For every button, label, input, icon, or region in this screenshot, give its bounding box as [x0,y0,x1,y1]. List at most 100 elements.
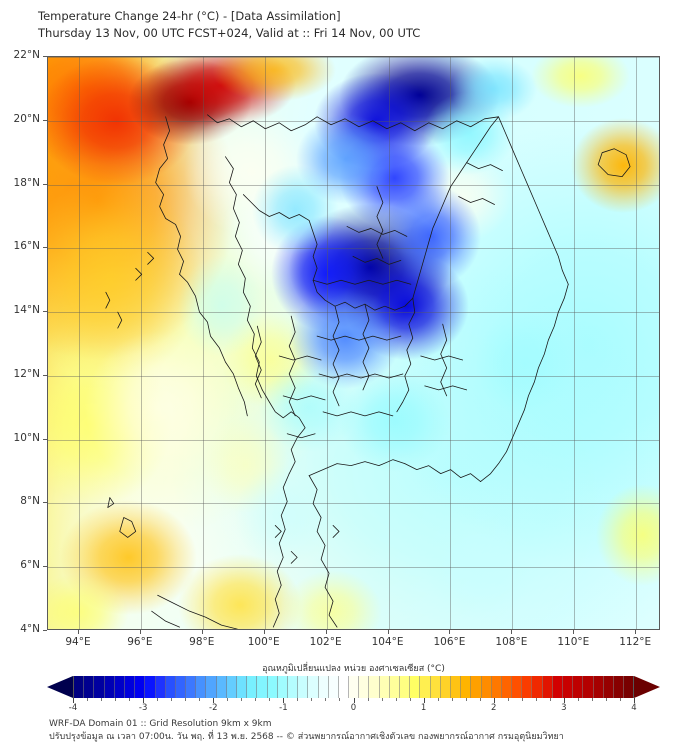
field-blob [571,117,659,214]
colorbar-minor-tick [437,698,439,701]
colorbar-major-tick [423,698,425,703]
colorbar-segment [84,676,95,698]
x-axis-tick-label: 106°E [433,636,466,648]
map-plot-area[interactable] [47,56,660,630]
colorbar-segment [613,676,625,698]
y-axis-tick-label: 10°N [13,431,40,444]
colorbar-minor-tick [339,698,341,701]
colorbar-segment [226,676,237,698]
y-axis-tick-label: 20°N [13,112,40,125]
colorbar-segments [73,676,634,698]
colorbar-segment [196,676,207,698]
colorbar-segment [440,676,451,698]
colorbar-segment [298,676,309,698]
colorbar-minor-tick [465,698,467,701]
colorbar-strip[interactable] [47,676,660,698]
colorbar-minor-tick [591,698,593,701]
colorbar-tick-label: -1 [279,703,288,713]
colorbar-segment [481,676,492,698]
colorbar-minor-tick [115,698,117,701]
y-axis-tick-label: 14°N [13,304,40,317]
colorbar-segment [175,676,187,698]
colorbar-major-tick [493,698,495,703]
x-axis-tick-label: 112°E [619,636,652,648]
colorbar-segment [389,676,400,698]
colorbar-minor-tick [381,698,383,701]
colorbar-minor-tick [171,698,173,701]
field-blob [252,165,339,255]
colorbar-minor-tick [297,698,299,701]
x-axis-tick-label: 102°E [309,636,342,648]
colorbar-segment [267,676,278,698]
colorbar-segment [491,676,502,698]
colorbar-major-tick [213,698,215,703]
colorbar[interactable]: อุณหภูมิเปลี่ยนแปลง หน่วย องศาเซลเซียส (… [47,663,660,714]
y-axis-tick-label: 12°N [13,367,40,380]
colorbar-minor-tick [269,698,271,701]
colorbar-segment [237,676,248,698]
colorbar-minor-tick [409,698,411,701]
footer-block: WRF-DA Domain 01 :: Grid Resolution 9km … [49,718,649,744]
footer-domain-info: WRF-DA Domain 01 :: Grid Resolution 9km … [49,719,272,729]
colorbar-segment [461,676,472,698]
colorbar-tick-label: -4 [68,703,78,713]
temperature-change-field [48,57,659,629]
field-blob [530,57,631,109]
x-axis-tick-label: 110°E [557,636,590,648]
colorbar-segment [308,676,319,698]
colorbar-label: อุณหภูมิเปลี่ยนแปลง หน่วย องศาเซลเซียส (… [262,664,445,674]
colorbar-major-tick [283,698,285,703]
x-axis-tick-mark [387,630,389,634]
colorbar-tick-label: 0 [350,703,357,713]
colorbar-segment [206,676,217,698]
colorbar-segment [501,676,513,698]
x-axis-tick-mark [263,630,265,634]
colorbar-segment [165,676,176,698]
colorbar-segment [328,676,339,698]
field-blob [382,184,482,287]
field-blob [283,570,383,629]
colorbar-major-tick [73,698,74,703]
colorbar-segment [94,676,105,698]
colorbar-minor-tick [367,698,369,701]
colorbar-segment [450,676,462,698]
colorbar-segment [338,676,350,698]
colorbar-segment [155,676,166,698]
colorbar-major-tick [353,698,355,703]
colorbar-segment [573,676,584,698]
colorbar-extend-high [634,676,660,698]
colorbar-segment [552,676,563,698]
colorbar-tick-label: 3 [561,703,567,713]
x-axis-tick-mark [449,630,451,634]
colorbar-segment [410,676,421,698]
y-axis-tick-label: 8°N [20,495,40,508]
colorbar-segment [379,676,390,698]
colorbar-minor-tick [521,698,523,701]
colorbar-minor-tick [507,698,509,701]
colorbar-minor-tick [129,698,131,701]
colorbar-segment [124,676,136,698]
footer-credit: ปรับปรุงข้อมูล ณ เวลา 07:00น. วัน พฤ. ที… [49,732,564,742]
colorbar-segment [349,676,360,698]
colorbar-segment [430,676,441,698]
x-axis-tick-mark [573,630,575,634]
x-axis-tick-mark [325,630,327,634]
colorbar-minor-tick [227,698,229,701]
colorbar-segment [318,676,329,698]
colorbar-segment [359,676,370,698]
colorbar-tick-label: -2 [209,703,218,713]
x-axis-tick-label: 100°E [247,636,280,648]
colorbar-ticks: -4 -3 -2 -1 0 1 2 3 4 [47,698,660,714]
colorbar-tick-label: 1 [420,703,427,713]
colorbar-tick-label: 4 [631,703,637,713]
field-blob [85,331,234,485]
colorbar-segment [420,676,431,698]
colorbar-segment [135,676,146,698]
colorbar-minor-tick [199,698,201,701]
colorbar-segment [277,676,288,698]
colorbar-minor-tick [395,698,397,701]
colorbar-minor-tick [605,698,607,701]
colorbar-segment [593,676,604,698]
x-axis-tick-mark [511,630,513,634]
colorbar-tick-label: 2 [491,703,497,713]
